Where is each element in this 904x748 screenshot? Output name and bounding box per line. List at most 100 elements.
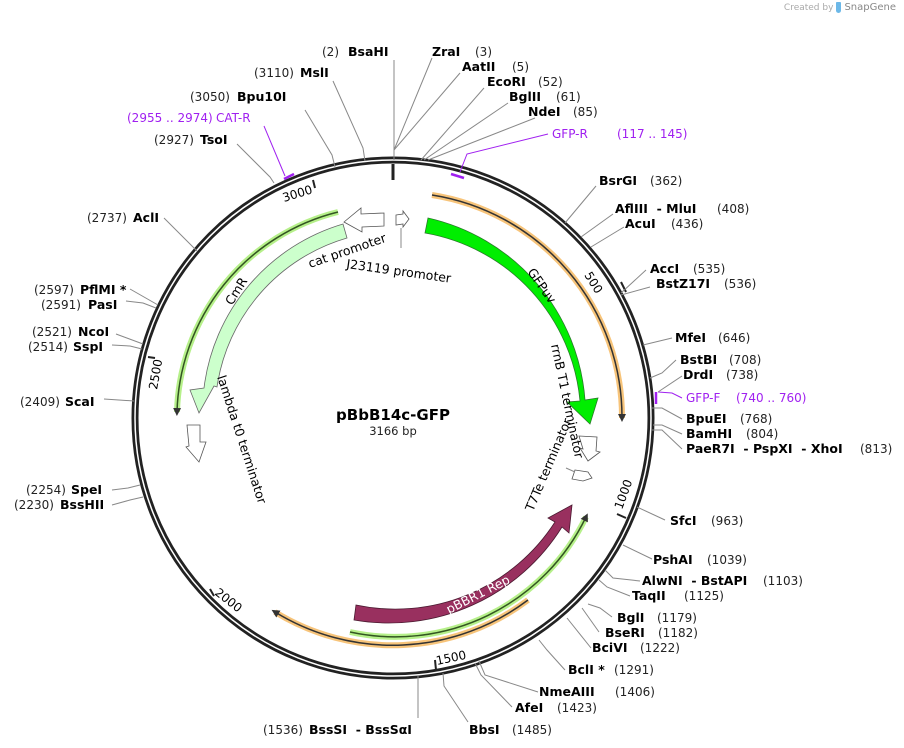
svg-text:TsoI: TsoI — [200, 132, 228, 147]
svg-text:BbsI: BbsI — [469, 722, 500, 737]
site-bsrgi[interactable]: BsrGI (362) — [599, 173, 682, 188]
svg-text:DrdI: DrdI — [683, 367, 713, 382]
primer-cat-r[interactable]: (2955 .. 2974) CAT-R — [127, 111, 295, 181]
svg-text:MslI: MslI — [300, 65, 329, 80]
site-pshai[interactable]: PshAI (1039) — [653, 552, 747, 567]
svg-text:(536): (536) — [724, 277, 756, 291]
primer-gfp-r[interactable]: GFP-R (117 .. 145) — [450, 127, 687, 180]
svg-text:SspI: SspI — [73, 339, 103, 354]
svg-text:AatII: AatII — [462, 59, 495, 74]
svg-text:AfeI: AfeI — [515, 700, 543, 715]
site-tsoi[interactable]: (2927) TsoI — [154, 132, 228, 147]
svg-text:(708): (708) — [729, 353, 761, 367]
svg-text:(2254): (2254) — [26, 483, 66, 497]
credit-brand: SnapGene — [844, 2, 896, 13]
site-bcli[interactable]: BclI * (1291) — [568, 662, 654, 677]
svg-text:(3): (3) — [475, 45, 492, 59]
site-bstz17i[interactable]: BstZ17I (536) — [656, 276, 756, 291]
svg-text:Bpu10I: Bpu10I — [237, 89, 286, 104]
svg-text:(535): (535) — [693, 262, 725, 276]
site-paer7i-pspxi-xhoi[interactable]: PaeR7I - PspXI - XhoI (813) — [686, 441, 892, 456]
site-afliii-mlui[interactable]: AflIII - MluI (408) — [615, 201, 749, 216]
site-bsssi-bsssai[interactable]: (1536) BssSI - BssSαI — [263, 722, 412, 737]
svg-text:BglI: BglI — [617, 610, 644, 625]
site-scai[interactable]: (2409) ScaI — [20, 394, 95, 409]
feature-label-t7te-terminator: T7Te terminator — [522, 415, 575, 514]
site-acci[interactable]: AccI (535) — [650, 261, 725, 276]
primer-range-gfp-r: (117 .. 145) — [617, 127, 687, 141]
svg-text:BsaHI: BsaHI — [348, 44, 389, 59]
backbone-ring — [131, 156, 655, 680]
site-nmeaiii[interactable]: NmeAIII (1406) — [539, 684, 655, 699]
site-bpu10i[interactable]: (3050) Bpu10I — [190, 89, 286, 104]
svg-text:(61): (61) — [556, 90, 581, 104]
svg-text:BssHII: BssHII — [60, 497, 104, 512]
site-bglii[interactable]: BglII (61) — [509, 89, 581, 104]
primer-label-gfp-f: GFP-F — [686, 391, 721, 405]
orf-arcs — [271, 192, 627, 649]
svg-text:(1291): (1291) — [614, 663, 654, 677]
svg-text:BciVI: BciVI — [592, 640, 628, 655]
svg-text:(813): (813) — [860, 442, 892, 456]
svg-text:AccI: AccI — [650, 261, 679, 276]
svg-text:BstZ17I: BstZ17I — [656, 276, 710, 291]
site-drdi[interactable]: DrdI (738) — [683, 367, 758, 382]
site-ecori[interactable]: EcoRI (52) — [487, 74, 563, 89]
feature-pbbr1-rep[interactable]: pBBR1 Rep — [353, 504, 573, 624]
site-bstbi[interactable]: BstBI (708) — [680, 352, 761, 367]
svg-text:BpuEI: BpuEI — [686, 411, 727, 426]
site-bseri[interactable]: BseRI (1182) — [605, 625, 698, 640]
site-bbsi[interactable]: BbsI (1485) — [469, 722, 552, 737]
svg-text:BclI *: BclI * — [568, 662, 605, 677]
svg-text:AlwNI - BstAPI: AlwNI - BstAPI — [642, 573, 747, 588]
site-bsshii[interactable]: (2230) BssHII — [14, 497, 104, 512]
site-bpuei[interactable]: BpuEI (768) — [686, 411, 772, 426]
site-ndei[interactable]: NdeI (85) — [528, 104, 598, 119]
site-taqii[interactable]: TaqII (1125) — [632, 588, 724, 603]
site-aatii[interactable]: AatII (5) — [462, 59, 529, 74]
site-bgli[interactable]: BglI (1179) — [617, 610, 697, 625]
svg-text:(1039): (1039) — [707, 553, 747, 567]
svg-text:NmeAIII: NmeAIII — [539, 684, 595, 699]
site-acui[interactable]: AcuI (436) — [625, 216, 703, 231]
snapgene-credit: Created by SnapGene — [784, 2, 896, 13]
svg-text:ScaI: ScaI — [65, 394, 95, 409]
site-msli[interactable]: (3110) MslI — [254, 65, 329, 80]
site-zrai[interactable]: ZraI (3) — [432, 44, 492, 59]
site-spei[interactable]: (2254) SpeI — [26, 482, 102, 497]
svg-text:(2230): (2230) — [14, 498, 54, 512]
svg-text:(85): (85) — [573, 105, 598, 119]
tick-label-1500: 1500 — [435, 648, 468, 668]
svg-text:(1423): (1423) — [557, 701, 597, 715]
svg-text:(1222): (1222) — [640, 641, 680, 655]
site-pflmi[interactable]: (2597) PflMI * — [34, 282, 127, 297]
svg-text:MfeI: MfeI — [675, 330, 706, 345]
svg-text:(963): (963) — [711, 514, 743, 528]
site-sfci[interactable]: SfcI (963) — [670, 513, 743, 528]
site-ncoi[interactable]: (2521) NcoI — [32, 324, 109, 339]
svg-text:BglII: BglII — [509, 89, 541, 104]
snapgene-logo-icon — [836, 2, 842, 13]
svg-text:SfcI: SfcI — [670, 513, 697, 528]
tick-label-1000: 1000 — [612, 478, 636, 511]
svg-text:(2514): (2514) — [28, 340, 68, 354]
site-bsahi[interactable]: (2) BsaHI — [322, 44, 389, 59]
site-sspi[interactable]: (2514) SspI — [28, 339, 103, 354]
site-alwni-bstapi[interactable]: AlwNI - BstAPI (1103) — [642, 573, 803, 588]
feature-label-j23119-promoter: J23119 promoter — [345, 256, 453, 286]
primer-gfp-f[interactable]: GFP-F (740 .. 760) — [654, 391, 806, 405]
primer-label-gfp-r: GFP-R — [552, 127, 588, 141]
site-leaders — [103, 57, 683, 723]
svg-text:(2): (2) — [322, 45, 339, 59]
svg-text:BamHI: BamHI — [686, 426, 732, 441]
site-bamhi[interactable]: BamHI (804) — [686, 426, 778, 441]
site-afei[interactable]: AfeI (1423) — [515, 700, 597, 715]
svg-text:TaqII: TaqII — [632, 588, 666, 603]
site-pasi[interactable]: (2591) PasI — [41, 297, 117, 312]
primer-label-cat-r: CAT-R — [216, 111, 251, 125]
site-mfei[interactable]: MfeI (646) — [675, 330, 750, 345]
site-acli[interactable]: (2737) AclI — [87, 210, 159, 225]
site-bcivi[interactable]: BciVI (1222) — [592, 640, 680, 655]
svg-text:PflMI *: PflMI * — [80, 282, 127, 297]
svg-text:(1485): (1485) — [512, 723, 552, 737]
